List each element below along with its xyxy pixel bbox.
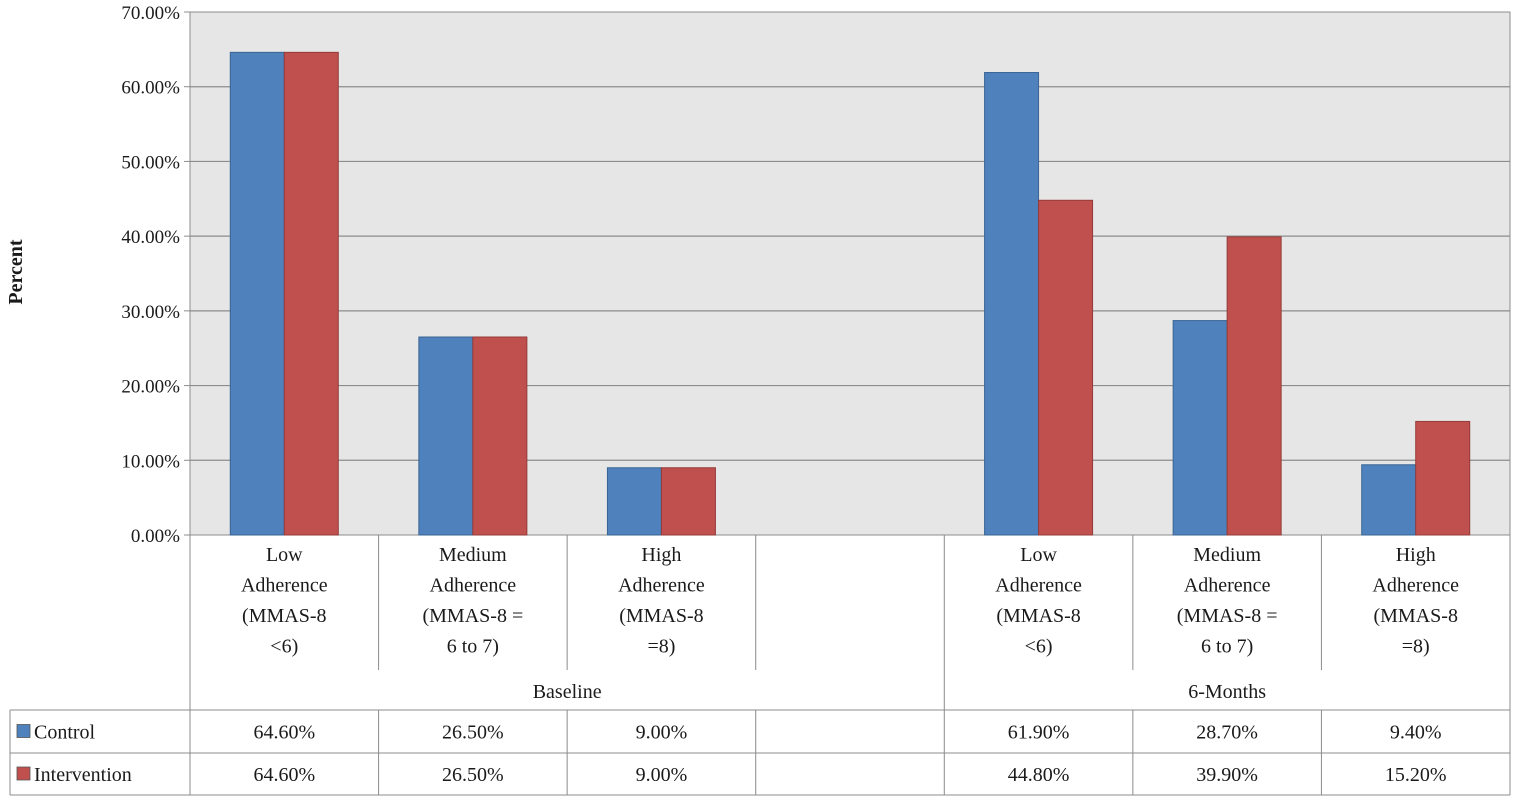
category-label: Adherence [1372,575,1459,597]
y-axis-label: Percent [5,239,27,304]
category-label: Low [266,544,303,566]
category-label: 6 to 7) [447,636,499,658]
y-tick-label: 40.00% [121,227,180,248]
data-value-label: 64.60% [253,764,315,786]
bar-control [984,72,1040,536]
bar-control [1361,464,1417,536]
legend-swatch [16,724,31,738]
data-value-label: 64.60% [253,722,315,744]
category-label: High [1396,544,1436,566]
bar-intervention [283,51,339,536]
category-label: (MMAS-8 [1373,605,1457,627]
data-value-label: 15.20% [1385,764,1447,786]
data-value-label: 26.50% [442,722,504,744]
y-tick-label: 10.00% [121,451,180,472]
bar-intervention [660,467,716,536]
legend-label: Control [34,722,96,744]
y-tick-label: 0.00% [131,526,180,547]
category-label: Low [1020,544,1057,566]
bar-control [1172,320,1228,536]
data-value-label: 44.80% [1008,764,1070,786]
data-value-label: 9.00% [636,764,688,786]
plot-area [189,11,1511,536]
category-label: (MMAS-8 [619,605,703,627]
data-value-label: 28.70% [1196,722,1258,744]
bar-intervention [1038,199,1094,536]
category-label: Adherence [241,575,328,597]
category-label: (MMAS-8 [996,605,1080,627]
bar-control [229,51,285,536]
bar-intervention [472,336,528,536]
category-label: Medium [1193,544,1261,566]
data-value-label: 39.90% [1196,764,1258,786]
bar-control [418,336,474,536]
category-label: Adherence [1184,575,1271,597]
category-label: =8) [647,636,675,658]
category-label: Adherence [430,575,517,597]
category-label: <6) [1025,636,1053,658]
category-label: =8) [1402,636,1430,658]
y-tick-label: 60.00% [121,78,180,99]
category-label: <6) [270,636,298,658]
data-value-label: 26.50% [442,764,504,786]
group-label: 6-Months [1188,681,1266,703]
category-label: (MMAS-8 = [1177,605,1278,627]
data-value-label: 61.90% [1008,722,1070,744]
category-label: (MMAS-8 [242,605,326,627]
y-tick-label: 70.00% [121,3,180,24]
y-tick-label: 20.00% [121,377,180,398]
legend-swatch [16,766,31,781]
legend-label: Intervention [34,764,132,786]
bar-control [606,467,662,536]
bar-intervention [1226,236,1282,536]
category-label: Adherence [618,575,705,597]
category-label: Adherence [995,575,1082,597]
category-label: 6 to 7) [1201,636,1253,658]
y-tick-label: 50.00% [121,152,180,173]
group-label: Baseline [533,681,602,703]
bar-intervention [1415,420,1471,536]
data-value-label: 9.40% [1390,722,1442,744]
category-label: High [641,544,681,566]
y-tick-label: 30.00% [121,302,180,323]
category-label: (MMAS-8 = [422,605,523,627]
category-label: Medium [439,544,507,566]
data-value-label: 9.00% [636,722,688,744]
